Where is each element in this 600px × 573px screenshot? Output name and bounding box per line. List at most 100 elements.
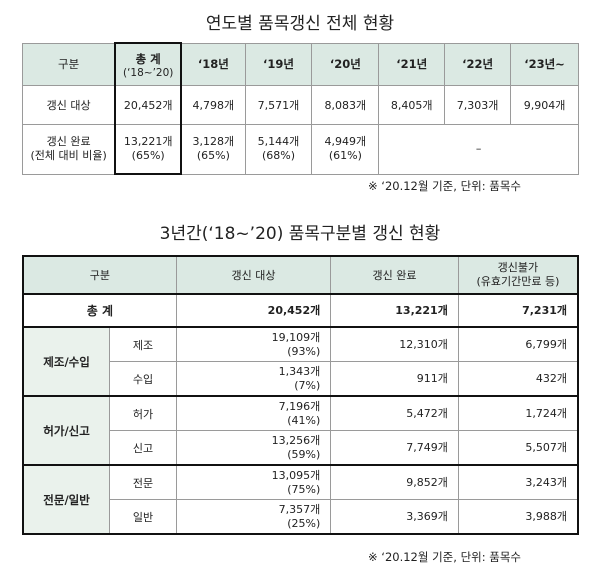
group-label: 전문/일반 bbox=[22, 464, 111, 535]
done-value: 4,949개 (61%) bbox=[311, 124, 380, 175]
impossible-cell: 6,799개 bbox=[457, 326, 579, 362]
target-pct: (25%) bbox=[287, 516, 321, 530]
table-row: 제조/수입 제조 19,109개 (93%) 12,310개 6,799개 bbox=[22, 326, 579, 397]
target-value: 4,798개 bbox=[180, 85, 246, 125]
table2-header-label: 구분 bbox=[21, 255, 177, 295]
target-count: 7,196개 bbox=[278, 399, 321, 413]
target-count: 13,256개 bbox=[271, 433, 321, 447]
sub-label: 일반 bbox=[109, 499, 177, 535]
done-cell: 911개 bbox=[330, 361, 459, 397]
category-renewal-table: 구분 갱신 대상 갱신 완료 갱신불가 (유효기간만료 등) 총 계 20,45… bbox=[21, 255, 579, 535]
table-row: 허가/신고 허가 7,196개 (41%) 5,472개 1,724개 bbox=[22, 395, 579, 466]
sub-label: 신고 bbox=[109, 430, 177, 466]
done-cell: 7,749개 bbox=[330, 430, 459, 466]
target-cell: 7,357개 (25%) bbox=[175, 499, 332, 535]
sub-label: 수입 bbox=[109, 361, 177, 397]
target-sum: 20,452개 bbox=[114, 85, 183, 125]
target-count: 1,343개 bbox=[278, 364, 321, 378]
table1-year-header: ‘19년 bbox=[244, 42, 313, 86]
target-value: 9,904개 bbox=[510, 85, 579, 125]
total-impossible: 7,231개 bbox=[457, 293, 579, 328]
table1-note: ※ ‘20.12월 기준, 단위: 품목수 bbox=[368, 179, 522, 193]
table1-title: 연도별 품목갱신 전체 현황 bbox=[205, 14, 395, 34]
table-row: 전문/일반 전문 13,095개 (75%) 9,852개 3,243개 bbox=[22, 464, 579, 535]
done-pct: (65%) bbox=[196, 149, 230, 163]
done-cell: 5,472개 bbox=[330, 395, 459, 431]
target-pct: (93%) bbox=[287, 344, 321, 358]
table-row: 수입 1,343개 (7%) 911개 432개 bbox=[23, 361, 579, 397]
target-pct: (41%) bbox=[287, 413, 321, 427]
table1-year-header: ‘18년 bbox=[180, 42, 246, 86]
table2-title: 3년간(‘18~’20) 품목구분별 갱신 현황 bbox=[159, 224, 441, 244]
sub-label: 제조 bbox=[109, 326, 177, 362]
done-pct: (68%) bbox=[261, 149, 295, 163]
sub-label: 전문 bbox=[109, 464, 177, 500]
total-label: 총 계 bbox=[21, 293, 177, 328]
done-count: 4,949개 bbox=[324, 135, 367, 149]
target-cell: 13,256개 (59%) bbox=[175, 430, 332, 466]
target-cell: 1,343개 (7%) bbox=[175, 361, 332, 397]
table2-header-target: 갱신 대상 bbox=[175, 255, 332, 295]
table2-note: ※ ‘20.12월 기준, 단위: 품목수 bbox=[368, 550, 522, 564]
table2-header-row: 구분 갱신 대상 갱신 완료 갱신불가 (유효기간만료 등) bbox=[21, 255, 579, 295]
done-count: 5,144개 bbox=[257, 135, 300, 149]
total-done: 13,221개 bbox=[330, 293, 459, 328]
target-count: 7,357개 bbox=[278, 502, 321, 516]
target-cell: 7,196개 (41%) bbox=[175, 395, 332, 431]
group-label: 허가/신고 bbox=[22, 395, 111, 466]
target-pct: (59%) bbox=[287, 447, 321, 461]
done-label-line1: 갱신 완료 bbox=[46, 135, 91, 149]
table1-header-label: 구분 bbox=[22, 42, 116, 86]
done-sum: 13,221개 (65%) bbox=[114, 124, 183, 175]
future-placeholder: – bbox=[378, 124, 579, 175]
table1-year-header: ‘22년 bbox=[444, 42, 512, 86]
done-cell: 9,852개 bbox=[330, 464, 459, 500]
impossible-cell: 432개 bbox=[457, 361, 579, 397]
table1-year-header: ‘20년 bbox=[311, 42, 380, 86]
target-value: 8,083개 bbox=[311, 85, 380, 125]
done-cell: 3,369개 bbox=[330, 499, 459, 535]
total-target: 20,452개 bbox=[175, 293, 332, 328]
done-sum-pct: (65%) bbox=[131, 149, 165, 162]
target-value: 8,405개 bbox=[378, 85, 446, 125]
done-label-line2: (전체 대비 비율) bbox=[30, 149, 107, 163]
table1-year-header: ‘23년~ bbox=[510, 42, 579, 86]
target-value: 7,303개 bbox=[444, 85, 512, 125]
table1-row-target: 갱신 대상 20,452개 4,798개 7,571개 8,083개 8,405… bbox=[22, 85, 579, 125]
target-pct: (7%) bbox=[294, 378, 321, 392]
target-cell: 19,109개 (93%) bbox=[175, 326, 332, 362]
sum-header-line2: (‘18~’20) bbox=[122, 66, 174, 79]
done-value: 5,144개 (68%) bbox=[244, 124, 313, 175]
row-label: 갱신 대상 bbox=[22, 85, 116, 125]
table-row: 신고 13,256개 (59%) 7,749개 5,507개 bbox=[23, 430, 579, 466]
table1-year-header: ‘21년 bbox=[378, 42, 446, 86]
done-cell: 12,310개 bbox=[330, 326, 459, 362]
done-sum-count: 13,221개 bbox=[123, 135, 173, 148]
impossible-cell: 3,988개 bbox=[457, 499, 579, 535]
target-pct: (75%) bbox=[287, 482, 321, 496]
sum-header-line1: 총 계 bbox=[135, 51, 161, 66]
impossible-header-line2: (유효기간만료 등) bbox=[476, 275, 560, 288]
done-value: 3,128개 (65%) bbox=[180, 124, 246, 175]
table2-header-done: 갱신 완료 bbox=[330, 255, 459, 295]
target-cell: 13,095개 (75%) bbox=[175, 464, 332, 500]
group-label: 제조/수입 bbox=[22, 326, 111, 397]
table2-header-impossible: 갱신불가 (유효기간만료 등) bbox=[457, 255, 579, 295]
impossible-cell: 1,724개 bbox=[457, 395, 579, 431]
table1-row-done: 갱신 완료 (전체 대비 비율) 13,221개 (65%) 3,128개 (6… bbox=[22, 124, 579, 175]
sub-label: 허가 bbox=[109, 395, 177, 431]
table1-header-sum: 총 계 (‘18~’20) bbox=[114, 42, 183, 86]
target-value: 7,571개 bbox=[244, 85, 313, 125]
table1-header-row: 구분 총 계 (‘18~’20) ‘18년 ‘19년 ‘20년 ‘21년 ‘22… bbox=[22, 42, 579, 86]
target-count: 13,095개 bbox=[271, 468, 321, 482]
target-count: 19,109개 bbox=[271, 330, 321, 344]
done-count: 3,128개 bbox=[192, 135, 235, 149]
yearly-renewal-table: 구분 총 계 (‘18~’20) ‘18년 ‘19년 ‘20년 ‘21년 ‘22… bbox=[22, 42, 579, 175]
table-row: 일반 7,357개 (25%) 3,369개 3,988개 bbox=[23, 499, 579, 535]
row-label: 갱신 완료 (전체 대비 비율) bbox=[22, 124, 116, 175]
table2-total-row: 총 계 20,452개 13,221개 7,231개 bbox=[21, 293, 579, 328]
done-pct: (61%) bbox=[328, 149, 362, 163]
impossible-header-line1: 갱신불가 bbox=[497, 261, 539, 274]
impossible-cell: 5,507개 bbox=[457, 430, 579, 466]
impossible-cell: 3,243개 bbox=[457, 464, 579, 500]
